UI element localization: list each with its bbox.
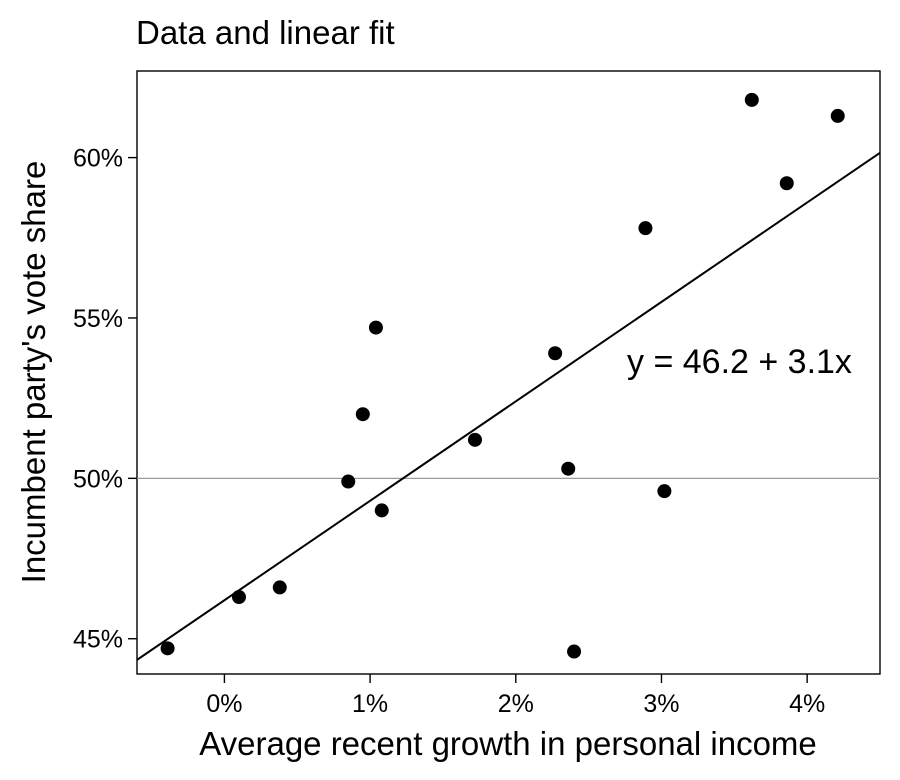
fit-equation: y = 46.2 + 3.1x	[627, 343, 852, 381]
x-axis-label: Average recent growth in personal income	[199, 725, 817, 762]
data-point	[341, 474, 356, 489]
data-point	[272, 580, 287, 595]
data-point	[231, 590, 246, 605]
plot-area: y = 46.2 + 3.1x	[136, 70, 881, 675]
chart-title: Data and linear fit	[136, 14, 395, 51]
data-point	[368, 320, 383, 335]
y-axis-label: Incumbent party's vote share	[15, 161, 52, 584]
y-tick-label: 60%	[73, 145, 123, 173]
data-point	[561, 461, 576, 476]
data-point	[467, 432, 482, 447]
data-point	[744, 92, 759, 107]
data-point	[657, 484, 672, 499]
y-tick-label: 55%	[73, 305, 123, 333]
data-point	[779, 176, 794, 191]
data-point	[374, 503, 389, 518]
x-tick-label: 4%	[789, 690, 825, 718]
y-axis: 45% 50% 55% 60%	[73, 145, 137, 654]
data-point	[830, 108, 845, 123]
data-points	[160, 92, 845, 659]
x-tick-label: 3%	[643, 690, 679, 718]
fit-line	[136, 151, 881, 661]
data-point	[160, 641, 175, 656]
data-point	[355, 407, 370, 422]
plot-frame	[136, 70, 881, 675]
data-point	[567, 644, 582, 659]
x-axis: 0% 1% 2% 3% 4%	[206, 674, 825, 718]
data-point	[548, 346, 563, 361]
y-tick-label: 45%	[73, 626, 123, 654]
x-tick-label: 0%	[206, 690, 242, 718]
x-tick-label: 1%	[352, 690, 388, 718]
data-point	[638, 221, 653, 236]
x-tick-label: 2%	[498, 690, 534, 718]
y-tick-label: 50%	[73, 465, 123, 493]
